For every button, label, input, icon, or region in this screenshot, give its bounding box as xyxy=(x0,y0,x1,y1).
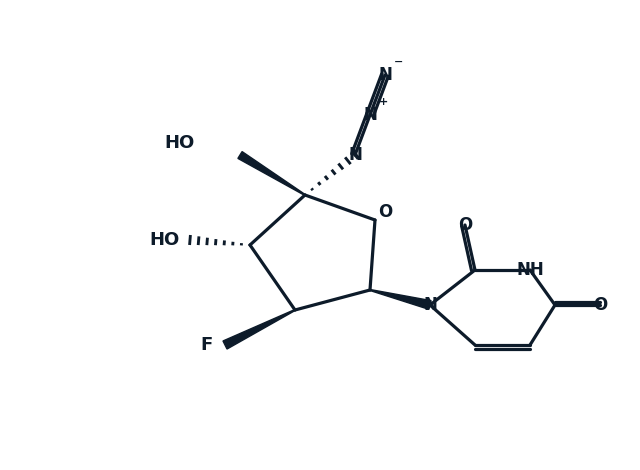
Polygon shape xyxy=(238,152,305,196)
Text: −: − xyxy=(394,57,403,67)
Text: HO: HO xyxy=(150,231,180,249)
Polygon shape xyxy=(223,310,295,349)
Text: O: O xyxy=(458,216,472,234)
Text: +: + xyxy=(379,97,388,107)
Text: NH: NH xyxy=(516,261,544,279)
Polygon shape xyxy=(370,290,431,309)
Text: N: N xyxy=(378,66,392,84)
Text: N: N xyxy=(363,106,377,124)
Text: O: O xyxy=(593,296,607,314)
Text: O: O xyxy=(378,203,392,221)
Text: N: N xyxy=(423,296,437,314)
Text: F: F xyxy=(201,336,213,354)
Text: N: N xyxy=(348,146,362,164)
Text: HO: HO xyxy=(164,134,195,152)
